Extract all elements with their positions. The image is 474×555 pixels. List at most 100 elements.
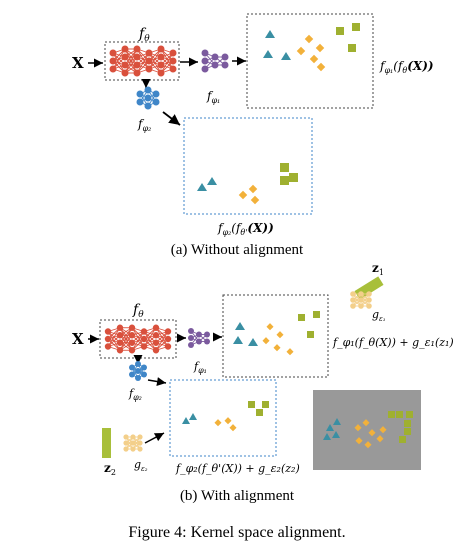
embedding-box-2	[183, 117, 313, 215]
network-node	[350, 291, 356, 297]
network-node	[116, 324, 124, 331]
network-node	[358, 297, 364, 303]
network-node	[204, 338, 210, 345]
box1-expression: fφ₁(fθ(X))	[379, 59, 434, 75]
triangle-point	[265, 30, 275, 38]
network-edge	[119, 327, 133, 351]
network-node	[137, 440, 143, 446]
triangle-point	[189, 413, 197, 420]
network-node	[116, 347, 124, 354]
triangle-point	[182, 417, 190, 424]
triangle-point	[235, 322, 245, 330]
g-epsilon1-network-icon	[350, 291, 372, 309]
panel-a-caption: (a) Without alignment	[171, 242, 304, 258]
z1-label: z1	[372, 261, 384, 277]
network-node	[188, 335, 194, 341]
embedding-box-2	[169, 379, 277, 457]
triangle-point	[233, 336, 243, 344]
phi1-network-label: fφ₁	[206, 89, 220, 105]
triangle-point	[326, 424, 334, 431]
network-node	[152, 332, 160, 339]
phi2-network-icon	[129, 361, 147, 381]
diamond-point	[296, 46, 306, 56]
theta-network-icon	[104, 324, 172, 354]
network-node	[109, 49, 117, 57]
panel-a: X fθ fφ₁ fφ₂ fφ₁(fθ(X))	[72, 13, 434, 258]
network-node	[144, 102, 152, 110]
arrow-to-box2	[147, 377, 167, 386]
network-node	[152, 90, 160, 98]
diamond-point	[304, 34, 314, 44]
network-node	[128, 324, 136, 331]
network-edge	[143, 327, 157, 347]
square-point	[404, 420, 411, 427]
network-node	[169, 57, 177, 65]
network-node	[136, 90, 144, 98]
network-node	[116, 332, 124, 339]
network-node	[145, 65, 153, 73]
network-node	[121, 45, 129, 53]
diamond-point	[229, 424, 237, 432]
network-node	[196, 331, 202, 338]
triangle-point	[263, 50, 273, 58]
network-node	[366, 291, 372, 297]
arrow-g2-to-box2	[144, 432, 165, 444]
square-point	[352, 23, 360, 31]
triangle-point	[248, 338, 258, 346]
panel-b: X fθ fφ₁ fφ₂ z1 gε	[72, 261, 454, 504]
network-node	[152, 324, 160, 331]
square-point	[289, 173, 298, 182]
box1-points	[263, 23, 360, 72]
embedding-box-1	[222, 294, 329, 378]
diamond-point	[238, 190, 248, 200]
network-node	[152, 98, 160, 106]
network-node	[145, 49, 153, 57]
diamond-point	[214, 419, 222, 427]
embedding-box-1	[246, 13, 374, 109]
network-node	[128, 347, 136, 354]
network-edge	[131, 331, 145, 351]
network-node	[130, 434, 136, 440]
network-node	[204, 331, 210, 338]
network-node	[128, 339, 136, 346]
network-node	[164, 335, 172, 343]
network-node	[366, 303, 372, 309]
diamond-point	[376, 435, 384, 443]
diamond-point	[354, 424, 362, 432]
network-node	[104, 343, 112, 350]
square-point	[388, 411, 395, 418]
network-node	[169, 65, 177, 73]
square-point	[280, 163, 289, 172]
network-node	[109, 57, 117, 65]
network-edge	[155, 331, 169, 351]
triangle-point	[333, 418, 341, 425]
diamond-point	[316, 62, 326, 72]
theta-network-box	[99, 319, 177, 359]
network-node	[169, 49, 177, 57]
network-node	[121, 69, 129, 77]
box2-expression: fφ₂(fθ'(X))	[217, 221, 274, 237]
square-point	[262, 401, 269, 408]
network-edge	[119, 327, 133, 344]
network-node	[129, 371, 135, 378]
network-node	[201, 65, 209, 73]
network-node	[141, 371, 147, 378]
network-node	[152, 339, 160, 346]
square-point	[336, 27, 344, 35]
box2-expression: f_φ₂(f_θ'(X)) + g_ε₂(z₂)	[175, 462, 300, 475]
phi2-network-icon	[136, 86, 160, 110]
network-edge	[160, 52, 174, 74]
network-node	[137, 446, 143, 452]
theta-network-label: fθ	[138, 26, 150, 44]
theta-network-icon	[109, 45, 177, 77]
phi1-network-icon	[201, 49, 229, 73]
square-point	[256, 409, 263, 416]
network-node	[116, 339, 124, 346]
network-node	[136, 98, 144, 106]
network-node	[157, 45, 165, 53]
square-point	[280, 176, 289, 185]
network-node	[221, 53, 229, 61]
triangle-point	[281, 52, 291, 60]
g-epsilon2-label: gε₂	[134, 458, 148, 473]
